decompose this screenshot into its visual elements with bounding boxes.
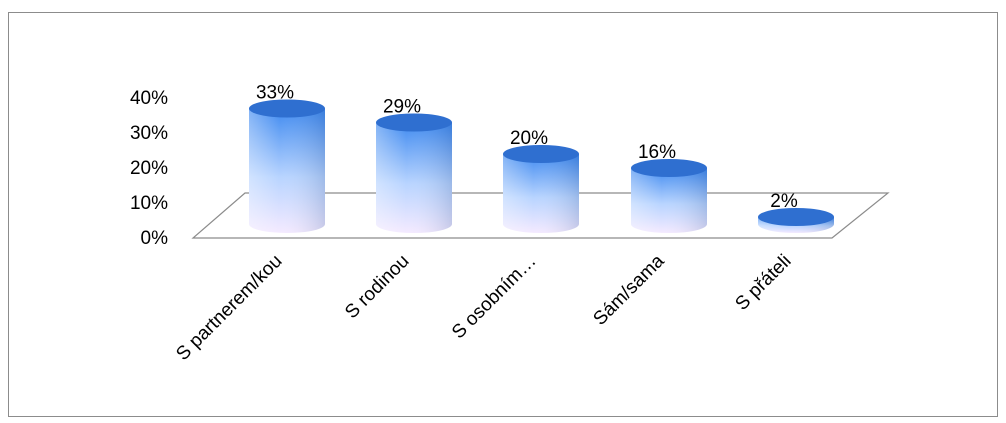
- bar-shading: [631, 168, 707, 233]
- bar-cylinder: [631, 159, 707, 233]
- x-axis-tick-labels: S partnerem/kou S rodinou S osobním… Sám/sa…: [172, 250, 795, 364]
- x-tick-label: S osobním…: [448, 251, 541, 344]
- bar-shading: [249, 108, 325, 233]
- bar-value-label: 33%: [256, 83, 294, 104]
- bar-cylinder: [249, 99, 325, 233]
- bar-top: [758, 208, 834, 226]
- bar-shading: [376, 122, 452, 233]
- bar-value-label: 29%: [383, 97, 421, 118]
- y-axis-tick-labels: 40% 30% 20% 10% 0%: [130, 88, 168, 249]
- x-tick-label: Sám/sama: [589, 250, 668, 329]
- y-tick-label: 10%: [130, 193, 168, 214]
- y-tick-label: 0%: [141, 228, 169, 249]
- bar-series: [249, 99, 834, 233]
- bar-value-label: 16%: [638, 142, 676, 163]
- x-tick-label: S partnerem/kou: [172, 251, 286, 365]
- x-tick-label: S rodinou: [341, 251, 413, 323]
- bar-cylinder: [376, 113, 452, 233]
- bar-top: [503, 145, 579, 163]
- bar-value-label: 2%: [770, 191, 798, 212]
- x-tick-label: S přáteli: [731, 251, 795, 315]
- bar-shading: [503, 154, 579, 233]
- bar-cylinder: [503, 145, 579, 233]
- y-tick-label: 40%: [130, 88, 168, 109]
- bar-top: [631, 159, 707, 177]
- bar-cylinder: [758, 208, 834, 233]
- y-tick-label: 30%: [130, 123, 168, 144]
- data-labels: 33% 29% 20% 16% 2%: [256, 83, 798, 213]
- bar-value-label: 20%: [510, 128, 548, 149]
- bar-top: [376, 113, 452, 132]
- y-tick-label: 20%: [130, 158, 168, 179]
- bar-top: [249, 99, 325, 118]
